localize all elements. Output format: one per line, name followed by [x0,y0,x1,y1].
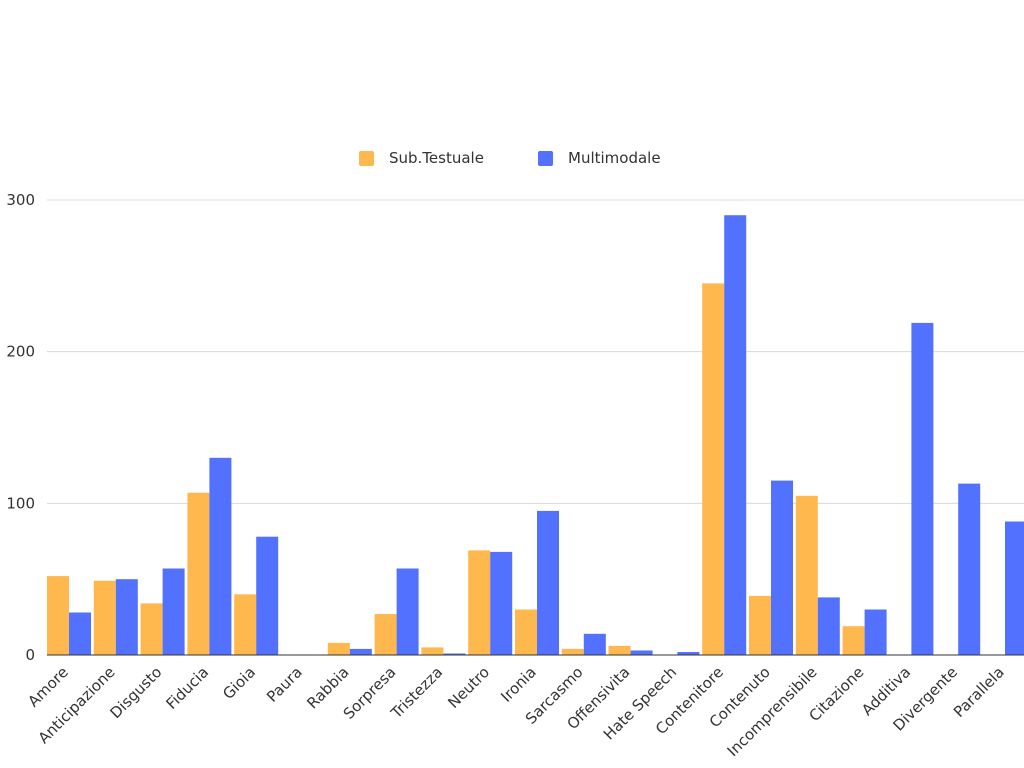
bar-multimodale-1 [115,579,138,655]
y-tick-label: 200 [6,343,35,361]
bar-multimodale-12 [630,650,653,655]
bar-multimodale-17 [864,609,887,655]
legend: Sub.Testuale Multimodale [359,149,661,167]
bar-multimodale-6 [349,648,372,655]
bar-multimodale-11 [583,633,606,655]
bar-multimodale-0 [69,612,91,655]
legend-swatch [538,151,553,166]
x-tick-label: Tristezza [387,663,447,723]
bar-sub-testuale-0 [47,576,69,655]
bar-sub-testuale-1 [93,580,116,655]
bar-multimodale-7 [396,568,419,655]
y-tick-label: 100 [6,494,35,512]
bar-multimodale-18 [911,322,934,655]
x-tick-label: Gioia [219,663,259,703]
bar-multimodale-16 [817,597,840,655]
bar-multimodale-8 [443,653,466,655]
legend-swatch [359,151,374,166]
bar-sub-testuale-10 [515,609,537,655]
x-tick-label: Fiducia [162,663,212,713]
bar-multimodale-2 [162,568,185,655]
x-tick-label: Disgusto [106,663,165,722]
bar-sub-testuale-3 [187,492,210,655]
y-tick-label: 0 [25,646,35,664]
x-tick-label: Ironia [497,663,540,706]
bar-multimodale-4 [256,536,279,655]
x-tick-label: Parallela [950,663,1008,721]
bar-multimodale-9 [490,551,513,655]
bar-multimodale-3 [209,457,232,655]
bar-sub-testuale-8 [421,647,444,655]
bar-sub-testuale-2 [140,603,163,655]
y-tick-label: 300 [6,191,35,209]
bar-multimodale-20 [1005,521,1024,655]
legend-label: Sub.Testuale [389,149,484,167]
bar-multimodale-13 [677,652,700,655]
bar-sub-testuale-11 [561,648,584,655]
x-tick-label: Paura [263,663,306,706]
bar-sub-testuale-15 [749,595,771,655]
bar-sub-testuale-6 [327,642,350,655]
grid-layer [47,199,1024,504]
axis-layer: 0100200300AmoreAnticipazioneDisgustoFidu… [6,191,1024,760]
bar-sub-testuale-12 [608,645,631,655]
bars-layer [47,215,1024,656]
legend-label: Multimodale [568,149,661,167]
bar-sub-testuale-16 [795,495,818,656]
bar-multimodale-14 [724,215,747,655]
bar-sub-testuale-7 [374,614,397,655]
bar-sub-testuale-14 [702,283,725,655]
bar-multimodale-19 [958,483,981,655]
bar-sub-testuale-4 [234,594,257,655]
bar-multimodale-10 [537,510,559,655]
bar-sub-testuale-9 [468,550,491,655]
bar-multimodale-15 [771,480,793,655]
bar-sub-testuale-17 [842,626,865,655]
x-tick-label: Neutro [444,663,493,712]
